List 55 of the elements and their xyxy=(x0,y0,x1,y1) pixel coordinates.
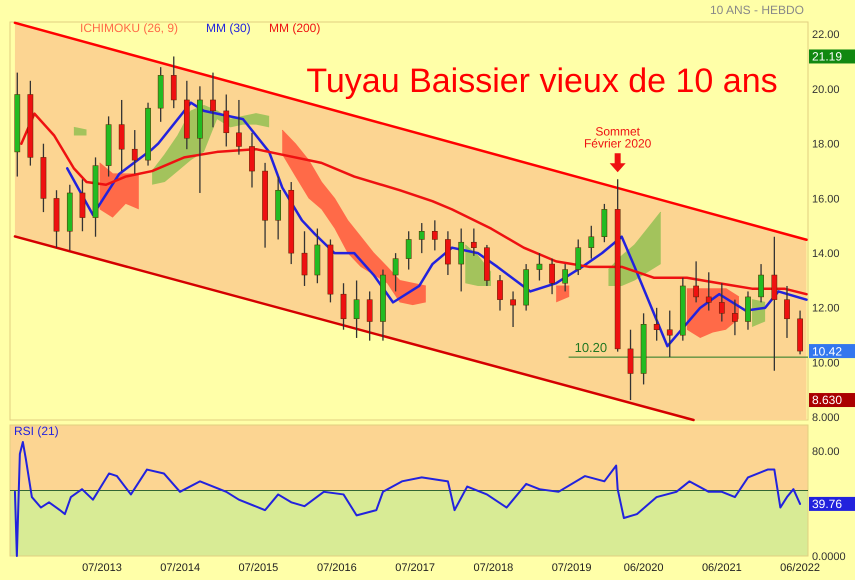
candlestick xyxy=(575,238,582,276)
y-tick-label: 10.00 xyxy=(812,357,840,370)
x-tick-label: 06/2022 xyxy=(780,562,820,574)
series-label: RSI (21) xyxy=(14,424,59,438)
y-tick-label: 14.00 xyxy=(812,248,840,260)
annotation: Sommet Février 2020 xyxy=(584,124,652,150)
x-tick-label: 07/2017 xyxy=(395,562,435,574)
candlestick xyxy=(666,310,673,358)
text: 8.630 xyxy=(812,393,842,408)
y-tick-label: 16.00 xyxy=(812,193,840,206)
y-tick-label: 12.00 xyxy=(812,302,840,315)
candlestick xyxy=(223,94,230,148)
x-tick-label: 07/2013 xyxy=(82,562,122,574)
text: MM (200) xyxy=(269,21,320,35)
text: 39.76 xyxy=(812,497,842,512)
x-tick-label: 07/2014 xyxy=(160,562,200,574)
line-series xyxy=(14,441,802,557)
text: Tuyau Baissier vieux de 10 ans xyxy=(306,62,778,100)
x-tick-label: 07/2018 xyxy=(473,562,514,574)
candlestick xyxy=(562,263,568,292)
candlestick xyxy=(510,290,516,328)
candlestick xyxy=(392,252,398,292)
candlestick xyxy=(654,307,660,342)
x-tick-label: 06/2021 xyxy=(702,562,742,574)
ref-line-label: 10.20 xyxy=(574,340,608,356)
x-tick-label: 07/2019 xyxy=(552,562,592,574)
x-tick-label: 07/2015 xyxy=(238,562,278,574)
candlestick xyxy=(366,290,373,342)
candlestick xyxy=(418,222,425,254)
text: ICHIMOKU (26, 9) xyxy=(80,21,178,35)
candlestick xyxy=(210,72,216,128)
x-tick-label: 06/2020 xyxy=(624,562,664,574)
candlestick xyxy=(536,252,542,282)
text: 10.42 xyxy=(812,344,842,358)
candlestick xyxy=(758,263,764,304)
chart-subtitle: 10 ANS - HEBDO xyxy=(710,3,804,17)
candlestick xyxy=(432,220,438,252)
candlestick xyxy=(458,228,464,292)
candlestick xyxy=(132,129,138,174)
y-tick-label: 8.000 xyxy=(812,412,840,424)
candlestick xyxy=(588,225,594,260)
y-tick-label: 80.00 xyxy=(812,446,840,458)
candlestick xyxy=(354,280,360,339)
candlestick xyxy=(406,230,412,270)
text: 21.19 xyxy=(812,50,842,64)
text: MM (30) xyxy=(206,21,251,35)
candlestick xyxy=(497,274,503,312)
x-tick-label: 07/2016 xyxy=(316,562,357,574)
candlestick xyxy=(470,228,477,257)
y-tick-label: 18.00 xyxy=(812,138,840,151)
y-tick-label: 22.00 xyxy=(812,29,840,42)
candlestick xyxy=(732,298,738,336)
candlestick xyxy=(302,230,308,287)
y-tick-label: 0.0000 xyxy=(812,550,846,563)
y-tick-label: 20.00 xyxy=(812,84,840,96)
